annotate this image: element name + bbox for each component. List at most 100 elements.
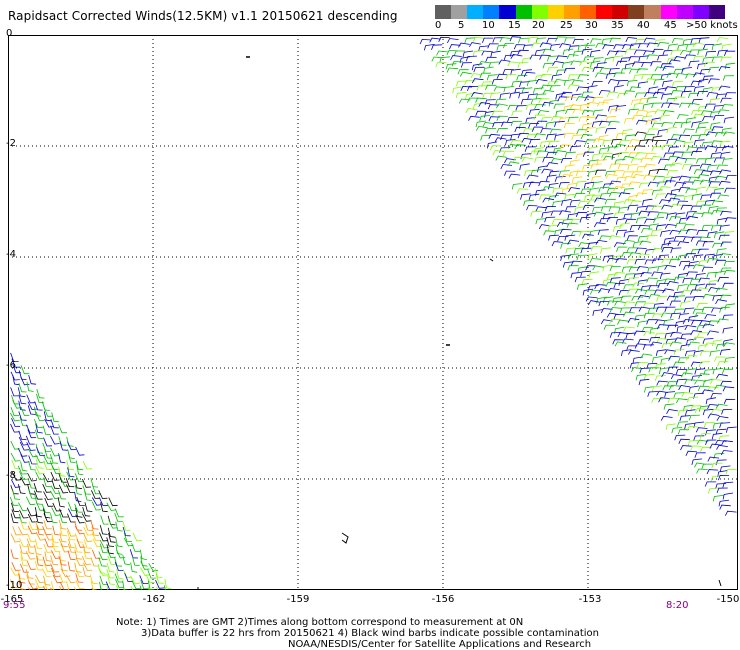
wind-barb bbox=[533, 147, 545, 154]
colorbar-segment bbox=[692, 5, 709, 19]
wind-barb bbox=[715, 207, 727, 213]
wind-barb bbox=[654, 109, 667, 115]
wind-barb bbox=[646, 362, 658, 369]
wind-barb bbox=[644, 152, 657, 158]
wind-barb bbox=[643, 312, 655, 319]
wind-barb bbox=[584, 44, 596, 51]
wind-barb bbox=[36, 501, 46, 511]
wind-barb bbox=[616, 60, 628, 67]
wind-barb bbox=[486, 141, 498, 149]
wind-barb bbox=[655, 306, 668, 312]
wind-barb bbox=[594, 169, 607, 176]
wind-barb bbox=[645, 119, 658, 125]
wind-barb bbox=[673, 349, 685, 355]
wind-barb bbox=[708, 78, 720, 84]
wind-barb bbox=[530, 210, 542, 217]
wind-barb bbox=[568, 45, 580, 52]
wind-barb bbox=[577, 201, 590, 207]
wind-barb bbox=[457, 69, 469, 75]
wind-barb bbox=[690, 445, 702, 451]
wind-barb bbox=[694, 452, 706, 458]
wind-barb bbox=[564, 37, 576, 43]
wind-barb bbox=[74, 491, 82, 502]
wind-barb bbox=[619, 222, 630, 230]
wind-barb bbox=[547, 55, 558, 62]
wind-barb bbox=[595, 239, 608, 245]
wind-barb bbox=[608, 235, 621, 241]
wind-barb bbox=[74, 473, 84, 482]
wind-barb bbox=[673, 291, 684, 298]
wind-barb bbox=[603, 155, 615, 161]
wind-barb bbox=[619, 307, 632, 313]
wind-barb bbox=[688, 176, 700, 182]
wind-barb bbox=[459, 71, 472, 77]
wind-barb bbox=[598, 301, 610, 307]
wind-barb bbox=[606, 50, 619, 56]
wind-barb bbox=[555, 109, 566, 117]
wind-barb bbox=[658, 186, 671, 192]
wind-barb bbox=[122, 521, 131, 531]
wind-barb bbox=[642, 198, 653, 206]
wind-barb bbox=[715, 428, 727, 435]
wind-barb bbox=[660, 415, 673, 421]
wind-barb bbox=[452, 86, 463, 94]
wind-barb bbox=[602, 99, 614, 106]
wind-barb bbox=[725, 469, 737, 475]
wind-barb bbox=[722, 75, 734, 81]
wind-barb bbox=[10, 567, 20, 576]
wind-barb bbox=[705, 50, 717, 57]
wind-barb bbox=[75, 568, 85, 578]
wind-barb bbox=[58, 424, 68, 434]
wind-barb bbox=[650, 341, 663, 347]
wind-barb bbox=[710, 408, 723, 414]
wind-barb bbox=[667, 397, 679, 403]
wind-barb bbox=[35, 443, 44, 454]
wind-barb bbox=[613, 271, 626, 277]
wind-barb bbox=[609, 277, 621, 284]
wind-barb bbox=[625, 146, 637, 152]
colorbar-label: 30 bbox=[585, 20, 598, 31]
colorbar-segment bbox=[579, 5, 597, 19]
wind-barb bbox=[717, 474, 730, 481]
wind-barb bbox=[496, 44, 508, 51]
wind-barb bbox=[682, 236, 695, 242]
wind-barb bbox=[587, 285, 599, 291]
wind-barb bbox=[638, 378, 650, 386]
wind-barb bbox=[711, 209, 723, 215]
wind-barb bbox=[661, 247, 673, 253]
wind-barb bbox=[90, 580, 99, 590]
wind-barb bbox=[555, 36, 567, 42]
wind-barb bbox=[624, 48, 636, 55]
wind-barb bbox=[51, 532, 59, 543]
wind-barb bbox=[701, 266, 714, 272]
wind-barb bbox=[714, 131, 727, 137]
wind-barb bbox=[606, 216, 619, 223]
colorbar-segment bbox=[515, 5, 532, 19]
wind-barb bbox=[711, 200, 724, 206]
wind-barb bbox=[712, 422, 724, 429]
wind-barb bbox=[657, 283, 669, 289]
wind-barb bbox=[704, 253, 715, 261]
wind-barb bbox=[696, 439, 709, 445]
wind-barb bbox=[698, 373, 710, 379]
wind-barb bbox=[638, 253, 650, 259]
wind-barb bbox=[721, 43, 732, 51]
wind-barb bbox=[587, 170, 598, 178]
wind-barb bbox=[666, 138, 678, 145]
wind-barb bbox=[83, 562, 93, 571]
wind-barb bbox=[632, 241, 644, 248]
wind-barb bbox=[475, 110, 487, 116]
wind-barb bbox=[59, 573, 68, 583]
wind-barb bbox=[578, 242, 591, 248]
wind-barb bbox=[663, 152, 675, 158]
wind-barb bbox=[716, 487, 728, 494]
wind-barb bbox=[661, 258, 674, 264]
wind-barb bbox=[653, 78, 665, 85]
wind-barb bbox=[540, 128, 552, 134]
wind-barb bbox=[646, 96, 658, 104]
colorbar-segment bbox=[563, 5, 580, 19]
wind-barb bbox=[676, 398, 688, 404]
wind-barb bbox=[666, 170, 679, 176]
wind-barb bbox=[663, 237, 675, 244]
wind-barb bbox=[592, 57, 604, 64]
